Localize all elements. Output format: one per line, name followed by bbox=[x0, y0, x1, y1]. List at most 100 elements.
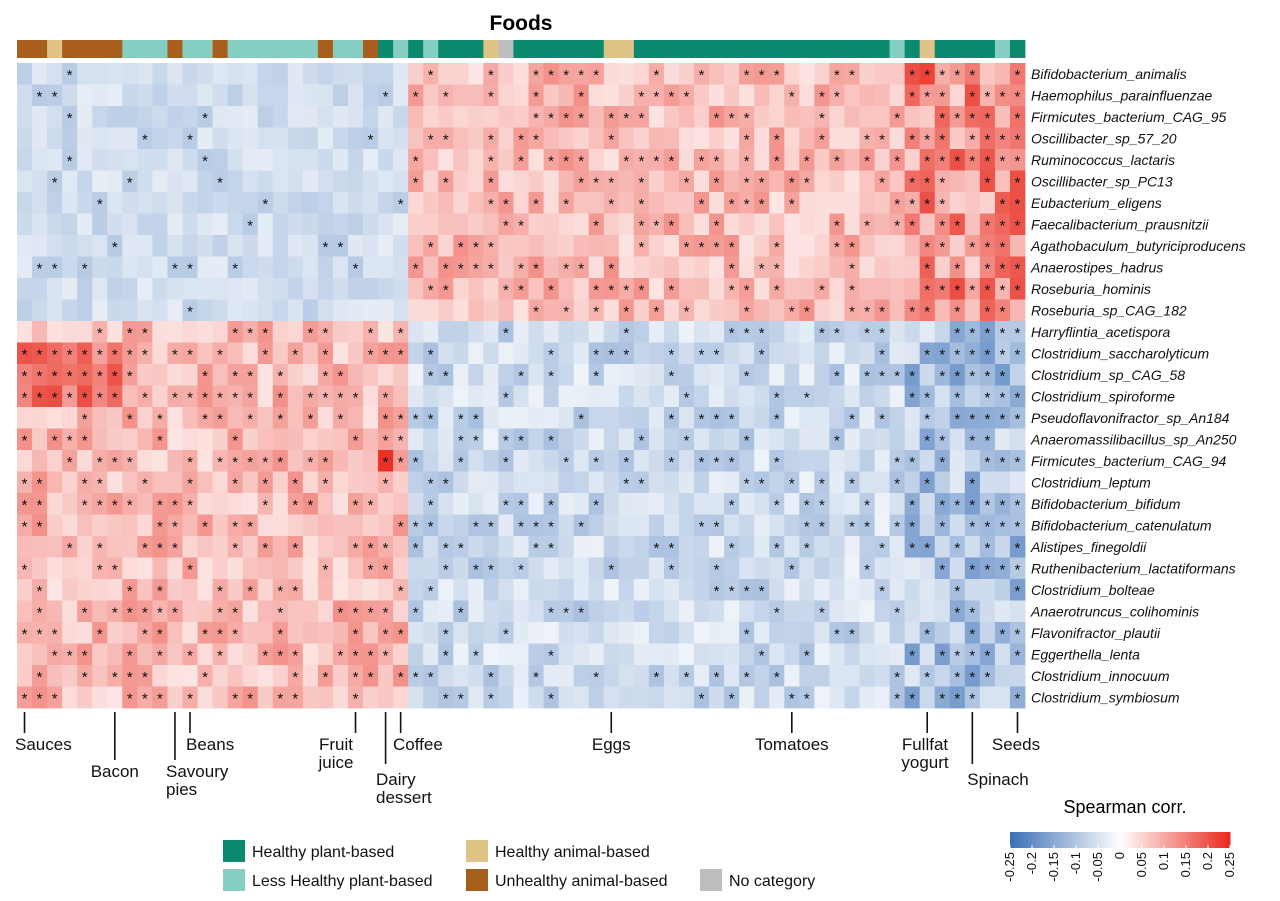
heatmap-cell bbox=[393, 192, 409, 214]
significance-star: * bbox=[127, 346, 133, 363]
heatmap-cell bbox=[182, 256, 198, 279]
heatmap-cell bbox=[152, 127, 168, 150]
significance-star: * bbox=[849, 475, 855, 492]
heatmap-cell bbox=[77, 536, 93, 558]
significance-star: * bbox=[729, 454, 735, 471]
heatmap-cell bbox=[137, 622, 153, 644]
heatmap-cell bbox=[678, 149, 695, 171]
heatmap-cell bbox=[588, 84, 605, 107]
significance-star: * bbox=[488, 239, 494, 256]
significance-star: * bbox=[864, 368, 870, 385]
heatmap-cell bbox=[32, 127, 48, 150]
heatmap-cell bbox=[92, 213, 108, 236]
significance-star: * bbox=[112, 389, 118, 406]
significance-star: * bbox=[593, 174, 599, 191]
heatmap-cell bbox=[182, 63, 198, 85]
heatmap-cell bbox=[317, 342, 334, 365]
heatmap-cell bbox=[739, 321, 755, 343]
heatmap-cell bbox=[227, 127, 244, 150]
category-cell bbox=[1009, 40, 1026, 58]
heatmap-cell bbox=[949, 514, 966, 537]
heatmap-cell bbox=[829, 84, 845, 107]
heatmap-cell bbox=[242, 450, 259, 472]
heatmap-cell bbox=[633, 192, 650, 214]
heatmap-cell bbox=[603, 407, 620, 429]
colorbar-segment bbox=[1215, 832, 1220, 848]
heatmap-cell bbox=[498, 450, 514, 472]
heatmap-cell bbox=[588, 493, 605, 515]
significance-star: * bbox=[729, 239, 735, 256]
heatmap-cell bbox=[272, 342, 289, 365]
heatmap-cell bbox=[543, 536, 560, 558]
heatmap-cell bbox=[603, 557, 620, 580]
species-label: Anaeromassilibacillus_sp_An250 bbox=[1030, 431, 1237, 447]
significance-star: * bbox=[653, 88, 659, 105]
significance-star: * bbox=[879, 174, 885, 191]
heatmap-cell bbox=[363, 600, 379, 623]
heatmap-cell bbox=[769, 170, 785, 193]
heatmap-cell bbox=[272, 213, 289, 236]
significance-star: * bbox=[849, 518, 855, 535]
heatmap-cell bbox=[498, 622, 514, 644]
significance-star: * bbox=[37, 604, 43, 621]
significance-star: * bbox=[112, 368, 118, 385]
heatmap-cell bbox=[1009, 192, 1026, 214]
heatmap-cell bbox=[558, 213, 575, 236]
heatmap-cell bbox=[453, 450, 469, 472]
heatmap-cell bbox=[663, 106, 680, 128]
heatmap-cell bbox=[378, 536, 394, 558]
colorbar-segment bbox=[1035, 832, 1040, 848]
heatmap-cell bbox=[453, 665, 469, 687]
heatmap-cell bbox=[724, 127, 740, 150]
heatmap-cell bbox=[182, 643, 198, 666]
heatmap-cell bbox=[528, 536, 544, 558]
significance-star: * bbox=[623, 454, 629, 471]
heatmap-cell bbox=[844, 299, 860, 322]
heatmap-cell bbox=[137, 514, 153, 537]
significance-star: * bbox=[82, 647, 88, 664]
significance-star: * bbox=[744, 303, 750, 320]
significance-star: * bbox=[954, 303, 960, 320]
heatmap-cell bbox=[272, 536, 289, 558]
significance-star: * bbox=[52, 647, 58, 664]
heatmap-cell bbox=[934, 127, 951, 150]
heatmap-cell bbox=[603, 536, 620, 558]
species-label: Clostridium_sp_CAG_58 bbox=[1031, 367, 1185, 383]
heatmap-cell bbox=[227, 170, 244, 193]
heatmap-cell bbox=[1009, 149, 1026, 171]
heatmap-cell bbox=[332, 643, 349, 666]
heatmap-cell bbox=[874, 63, 890, 85]
heatmap-cell bbox=[453, 385, 469, 408]
heatmap-cell bbox=[17, 149, 33, 171]
heatmap-cell bbox=[513, 299, 529, 322]
heatmap-cell bbox=[678, 557, 695, 580]
heatmap-cell bbox=[874, 471, 890, 494]
heatmap-cell bbox=[483, 407, 499, 429]
heatmap-cell bbox=[347, 407, 364, 429]
heatmap-cell bbox=[152, 665, 168, 687]
heatmap-cell bbox=[302, 514, 319, 537]
heatmap-cell bbox=[874, 84, 890, 107]
heatmap-cell bbox=[784, 321, 800, 343]
heatmap-cell bbox=[573, 557, 590, 580]
significance-star: * bbox=[984, 174, 990, 191]
heatmap-cell bbox=[964, 385, 981, 408]
heatmap-cell bbox=[558, 471, 575, 494]
heatmap-cell bbox=[618, 213, 635, 236]
heatmap-cell bbox=[363, 63, 379, 85]
heatmap-cell bbox=[694, 256, 710, 279]
heatmap-cell bbox=[754, 84, 770, 107]
significance-star: * bbox=[909, 518, 915, 535]
heatmap-cell bbox=[438, 471, 454, 494]
heatmap-cell bbox=[17, 278, 33, 300]
heatmap-cell bbox=[287, 299, 304, 322]
heatmap-cell bbox=[287, 192, 304, 214]
heatmap-cell bbox=[47, 106, 63, 128]
significance-star: * bbox=[984, 368, 990, 385]
heatmap-cell bbox=[453, 364, 469, 386]
significance-star: * bbox=[954, 282, 960, 299]
heatmap-cell bbox=[182, 514, 198, 537]
heatmap-cell bbox=[122, 235, 138, 257]
heatmap-cell bbox=[32, 84, 48, 107]
significance-star: * bbox=[729, 260, 735, 277]
